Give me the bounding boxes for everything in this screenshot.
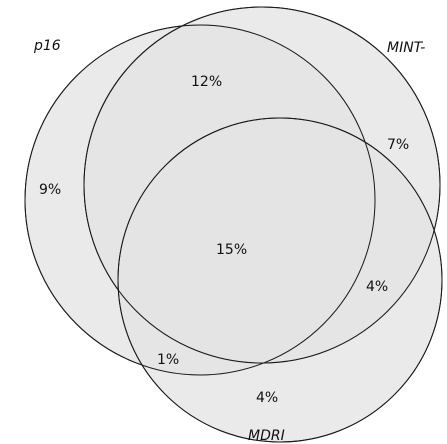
set-label-mdri: MDRI xyxy=(248,428,285,444)
mint-outline xyxy=(83,6,441,364)
region-p16-mdri: 1% xyxy=(157,352,179,368)
region-all-three: 15% xyxy=(216,242,247,258)
mdri-circle xyxy=(117,117,443,443)
region-p16-mint: 12% xyxy=(191,74,222,90)
set-label-p16: p16 xyxy=(33,38,61,54)
region-mint-only: 7% xyxy=(387,137,409,153)
set-label-mint: MINT- xyxy=(387,40,425,56)
region-mdri-only: 4% xyxy=(256,390,278,406)
region-mint-mdri: 4% xyxy=(366,279,388,295)
mdri-outline xyxy=(117,117,443,443)
region-p16-only: 9% xyxy=(39,182,61,198)
p16-outline xyxy=(24,24,376,376)
